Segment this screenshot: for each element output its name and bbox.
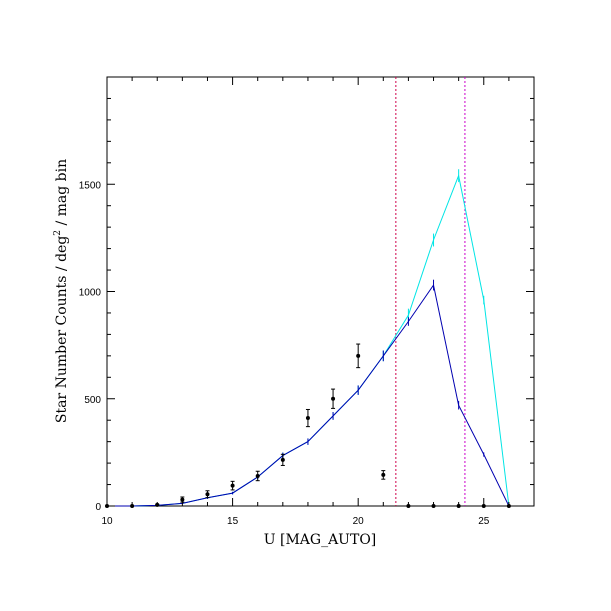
tick-labels: 10 15 20 25 0 500 1000 1500 [79, 180, 490, 527]
y-axis-label-sup: 2 [53, 230, 63, 236]
data-point [305, 416, 310, 421]
y-axis-label-rest: / mag bin [54, 159, 70, 230]
data-point [230, 483, 235, 488]
data-point [280, 457, 285, 462]
x-tick-label: 25 [478, 516, 490, 527]
data-point [356, 353, 361, 358]
data-point [381, 472, 386, 477]
y-tick-label: 500 [84, 395, 101, 406]
series-layer [105, 169, 511, 508]
y-tick-label: 1500 [79, 180, 102, 191]
y-axis-label-main: Star Number Counts / deg [54, 236, 70, 423]
x-tick-label: 20 [353, 516, 365, 527]
data-point [205, 492, 210, 497]
x-tick-label: 10 [101, 516, 113, 527]
data-point [180, 497, 185, 502]
y-tick-label: 0 [95, 502, 101, 513]
vertical-lines [395, 77, 466, 506]
y-tick-label: 1000 [79, 288, 102, 299]
x-tick-label: 15 [227, 516, 239, 527]
plot-area [106, 76, 535, 507]
x-axis-label: U [MAG_AUTO] [264, 532, 377, 548]
y-axis-label: Star Number Counts / deg2 / mag bin [53, 159, 70, 423]
data-point [255, 473, 260, 478]
ticks [106, 76, 535, 507]
data-point [331, 396, 336, 401]
